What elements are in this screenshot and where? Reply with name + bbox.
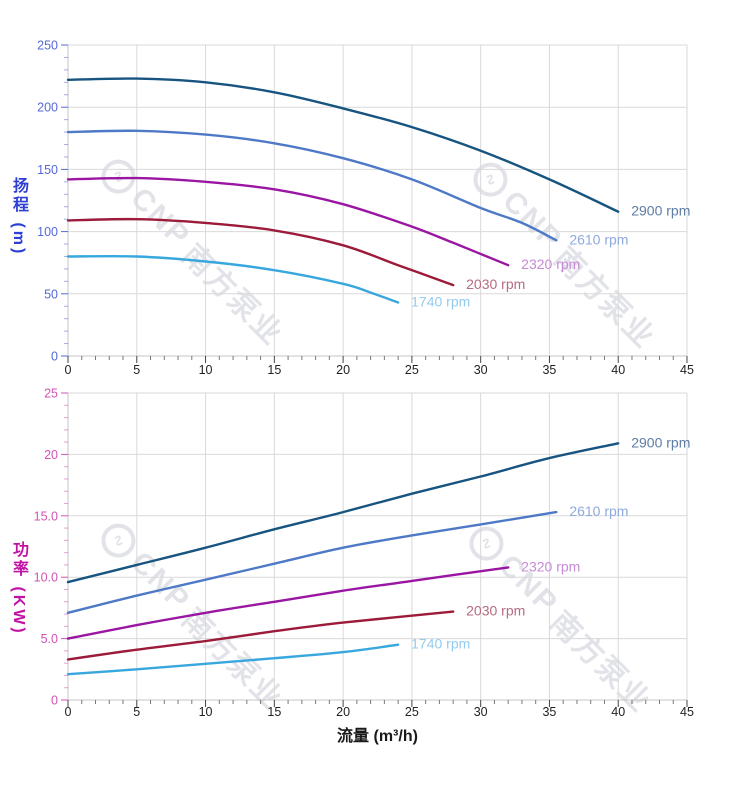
x-tick-label: 10	[199, 363, 213, 377]
curve-label-2030-rpm: 2030 rpm	[466, 276, 525, 292]
curve-2320-rpm	[66, 176, 510, 267]
curve-1740-rpm	[66, 643, 400, 676]
x-tick-label: 30	[474, 705, 488, 719]
head-axis-title: 扬程 (m)	[10, 177, 27, 257]
x-tick-label: 45	[680, 705, 694, 719]
x-tick-label: 5	[133, 363, 140, 377]
x-tick-label: 20	[336, 363, 350, 377]
x-tick-label: 0	[65, 363, 72, 377]
curve-2900-rpm	[66, 77, 620, 213]
curve-label-2900-rpm: 2900 rpm	[631, 203, 690, 219]
curve-label-2030-rpm: 2030 rpm	[466, 603, 525, 619]
curve-label-2900-rpm: 2900 rpm	[631, 434, 690, 450]
curve-label-2320-rpm: 2320 rpm	[521, 256, 580, 272]
y-tick-label: 100	[37, 225, 58, 239]
curve-2320-rpm	[66, 566, 510, 640]
curve-2610-rpm	[66, 510, 558, 614]
x-tick-label: 15	[267, 363, 281, 377]
x-axis-title: 流量 (m³/h)	[337, 726, 418, 745]
y-tick-label: 250	[37, 39, 58, 53]
power-axis-title: 功率 (KW)	[10, 541, 27, 636]
curve-2030-rpm	[66, 610, 455, 661]
x-tick-label: 25	[405, 705, 419, 719]
x-tick-label: 35	[542, 705, 556, 719]
x-tick-label: 40	[611, 705, 625, 719]
curve-label-2610-rpm: 2610 rpm	[569, 503, 628, 519]
x-tick-label: 15	[267, 705, 281, 719]
curve-label-1740-rpm: 1740 rpm	[411, 294, 470, 310]
x-tick-label: 30	[474, 363, 488, 377]
y-tick-label: 50	[44, 287, 58, 301]
x-tick-label: 10	[199, 705, 213, 719]
curve-2030-rpm	[66, 217, 455, 287]
x-tick-label: 35	[542, 363, 556, 377]
curve-2610-rpm	[66, 129, 558, 242]
curve-1740-rpm	[66, 254, 400, 304]
x-tick-label: 5	[133, 705, 140, 719]
x-tick-label: 0	[65, 705, 72, 719]
x-tick-label: 20	[336, 705, 350, 719]
y-tick-label: 0	[51, 694, 58, 708]
y-tick-label: 150	[37, 163, 58, 177]
y-tick-label: 5.0	[41, 632, 58, 646]
y-tick-label: 20	[44, 448, 58, 462]
y-tick-label: 200	[37, 101, 58, 115]
x-tick-label: 45	[680, 363, 694, 377]
curve-2900-rpm	[66, 442, 620, 584]
x-tick-label: 40	[611, 363, 625, 377]
y-tick-label: 10.0	[34, 571, 58, 585]
y-tick-label: 15.0	[34, 509, 58, 523]
curve-label-2320-rpm: 2320 rpm	[521, 558, 580, 574]
curve-label-2610-rpm: 2610 rpm	[569, 231, 628, 247]
x-tick-label: 25	[405, 363, 419, 377]
curve-label-1740-rpm: 1740 rpm	[411, 636, 470, 652]
y-tick-label: 25	[44, 387, 58, 401]
y-tick-label: 0	[51, 350, 58, 364]
